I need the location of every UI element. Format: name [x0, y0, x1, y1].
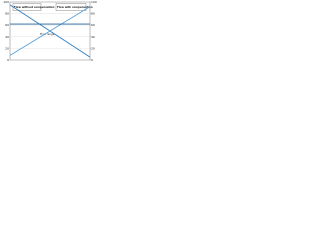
y2-tick-label: 40 [91, 35, 95, 39]
annotation-box [55, 3, 87, 11]
annotation: Flow without compensation [14, 5, 55, 9]
annotation: Flow range [40, 32, 55, 36]
y2-tick-label: 0 [91, 58, 93, 62]
y2-tick-label: 20 [91, 46, 95, 50]
y2-tick-label: 100 [91, 0, 97, 4]
y-tick-label: 20 [5, 46, 9, 50]
y2-tick-label: 80 [91, 12, 95, 16]
chart: Flow without compensation Flow with comp… [3, 0, 97, 62]
annotation: Flow with compensation [57, 5, 93, 9]
y-tick-label: 80 [5, 12, 9, 16]
series-line [9, 6, 91, 56]
y-tick-label: 40 [5, 35, 9, 39]
y-tick-label: 100 [3, 0, 9, 4]
y-tick-label: 0 [7, 58, 9, 62]
y-tick-label: 60 [5, 23, 9, 27]
y2-tick-label: 60 [91, 23, 95, 27]
